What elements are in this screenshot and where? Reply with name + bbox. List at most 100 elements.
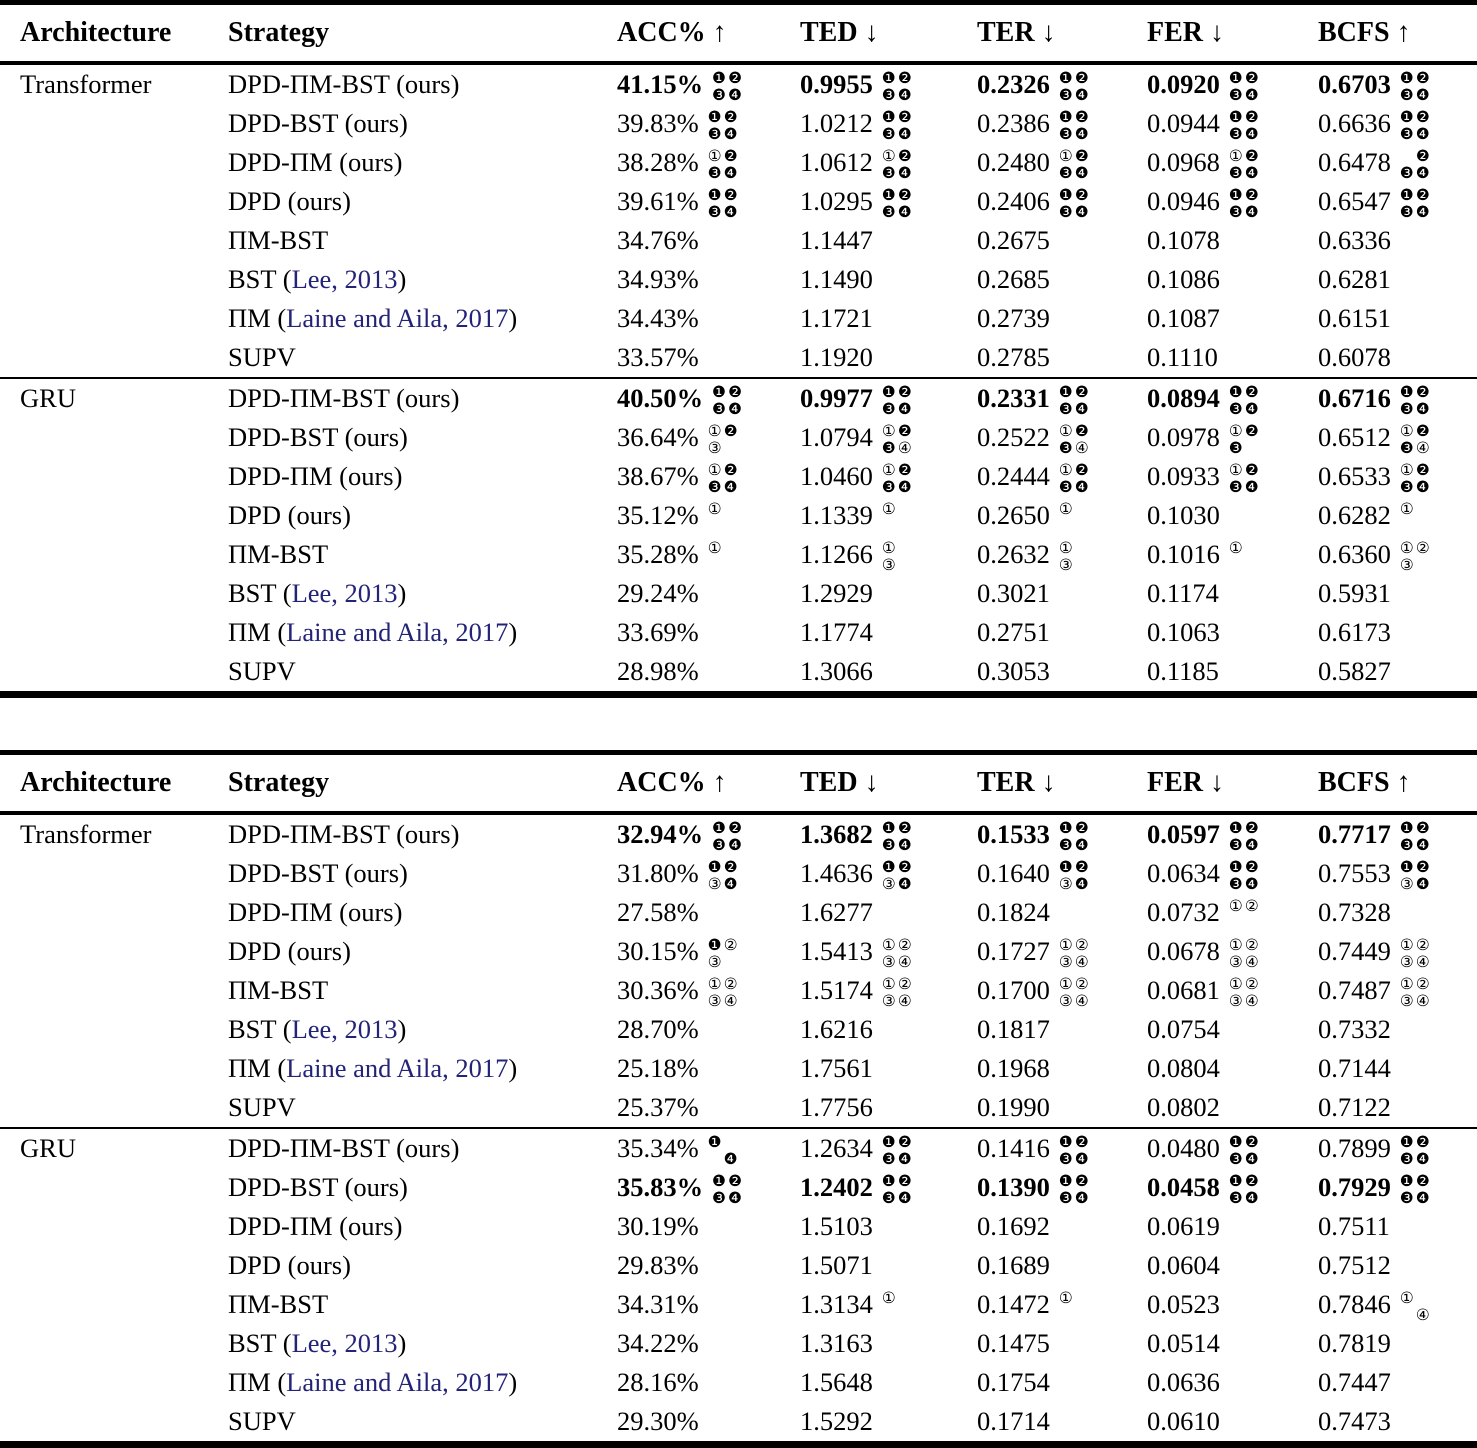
metric-cell: 1.1490 [800,260,977,299]
significance-mark-3: ❸ [881,477,896,496]
metric-value: 1.7561 [800,1053,873,1083]
significance-mark-3: ❸ [1058,85,1073,104]
significance-mark-3: ❸ [1228,85,1243,104]
significance-mark-4: ❹ [1074,835,1089,854]
strategy-cell: SUPV [228,652,617,695]
table-row: ΠM-BST 34.76% 1.1447 0.2675 0.1078 0.6336 [0,221,1477,260]
metric-cell: 0.6282 ① [1318,496,1477,535]
significance-mark-2: ❷ [1415,818,1430,837]
metric-cell: 30.36% ① ② ③ ④ [617,971,800,1010]
significance-mark-1: ❶ [1399,185,1414,204]
metric-cell: 0.1700 ① ② ③ ④ [977,971,1147,1010]
significance-mark-4: ④ [723,991,738,1010]
metric-cell: 0.2326 ❶ ❷ ❸ ❹ [977,63,1147,104]
significance-mark-1: ① [881,421,896,440]
metric-cell: 0.6533 ① ❷ ❸ ❹ [1318,457,1477,496]
metric-cell: 0.2522 ① ❷ ❸ ④ [977,418,1147,457]
significance-markers: ① [1058,1289,1090,1324]
metric-cell: 36.64% ① ❷ ③ [617,418,800,457]
significance-mark-3 [1399,518,1415,535]
metric-value: 0.1063 [1147,617,1220,647]
significance-mark-3: ❸ [1228,874,1243,893]
significance-mark-2: ② [1244,896,1259,915]
citation-link[interactable]: Lee, 2013 [291,264,398,294]
metric-value: 0.1689 [977,1250,1050,1280]
metric-cell: 1.1721 [800,299,977,338]
metric-cell: 1.5103 [800,1207,977,1246]
citation-link[interactable]: Laine and Aila, 2017 [286,1053,509,1083]
column-header-fer: FER ↓ [1147,752,1318,815]
citation-link[interactable]: Lee, 2013 [291,578,398,608]
metric-value: 33.57% [617,342,699,372]
significance-mark-4 [897,1307,913,1324]
citation-link[interactable]: Laine and Aila, 2017 [286,303,509,333]
significance-mark-1: ① [1228,974,1243,993]
significance-mark-4 [1244,557,1260,574]
significance-mark-4: ❹ [728,85,743,104]
strategy-text: DPD-ΠM (ours) [228,147,403,177]
citation-link[interactable]: Laine and Aila, 2017 [286,1367,509,1397]
significance-mark-4 [723,557,739,574]
metric-value: 39.61% [617,186,699,216]
strategy-text: DPD (ours) [228,500,351,530]
metric-cell: 0.2785 [977,338,1147,378]
significance-mark-3: ❸ [1228,477,1243,496]
metric-value: 31.80% [617,858,699,888]
metric-cell: 0.3021 [977,574,1147,613]
metric-value: 40.50% [617,383,704,413]
metric-value: 0.2480 [977,147,1050,177]
header-row: Architecture Strategy ACC% ↑ TED ↓ TER ↓ FER … [0,752,1477,815]
metric-cell: 0.1533 ❶ ❷ ❸ ❹ [977,813,1147,854]
citation-link[interactable]: Laine and Aila, 2017 [286,617,509,647]
significance-mark-4: ④ [1074,952,1089,971]
significance-mark-1: ① [881,974,896,993]
significance-mark-4: ❹ [1415,874,1430,893]
metric-cell: 1.0460 ① ❷ ❸ ❹ [800,457,977,496]
significance-mark-4 [1074,518,1090,535]
metric-cell: 0.1824 [977,893,1147,932]
metric-value: 0.2650 [977,500,1050,530]
metric-cell: 1.5292 [800,1402,977,1445]
metric-value: 0.2632 [977,539,1050,569]
significance-mark-2: ❷ [897,146,912,165]
metric-value: 34.76% [617,225,699,255]
metric-value: 29.30% [617,1406,699,1436]
significance-mark-3: ❸ [1399,124,1414,143]
metric-cell: 0.7328 [1318,893,1477,932]
metric-value: 1.5103 [800,1211,873,1241]
metric-value: 41.15% [617,69,704,99]
metric-value: 0.2522 [977,422,1050,452]
significance-mark-3: ❸ [1228,202,1243,221]
significance-mark-3 [881,518,897,535]
metric-cell: 1.2634 ❶ ❷ ❸ ❹ [800,1128,977,1168]
significance-mark-1: ❶ [1399,1132,1414,1151]
strategy-cell: ΠM-BST [228,971,617,1010]
citation-link[interactable]: Lee, 2013 [291,1328,398,1358]
metric-cell: 1.5413 ① ② ③ ④ [800,932,977,971]
metric-cell: 0.0597 ❶ ❷ ❸ ❹ [1147,813,1318,854]
metric-value: 0.1700 [977,975,1050,1005]
significance-mark-4: ❹ [728,399,743,418]
metric-cell: 0.6360 ① ② ③ [1318,535,1477,574]
significance-mark-3: ③ [1399,991,1414,1010]
metric-cell: 0.6703 ❶ ❷ ❸ ❹ [1318,63,1477,104]
significance-mark-2 [897,1290,913,1307]
metric-cell: 0.2685 [977,260,1147,299]
significance-mark-2: ❷ [1074,185,1089,204]
metric-cell: 0.1086 [1147,260,1318,299]
metric-value: 0.0514 [1147,1328,1220,1358]
significance-mark-4: ❹ [1244,874,1259,893]
metric-cell: 29.83% [617,1246,800,1285]
metric-value: 0.0678 [1147,936,1220,966]
metric-value: 1.1490 [800,264,873,294]
table-row: SUPV 25.37% 1.7756 0.1990 0.0802 0.7122 [0,1088,1477,1128]
significance-mark-1: ❶ [1058,382,1073,401]
citation-link[interactable]: Lee, 2013 [291,1014,398,1044]
significance-mark-4: ④ [1074,438,1089,457]
